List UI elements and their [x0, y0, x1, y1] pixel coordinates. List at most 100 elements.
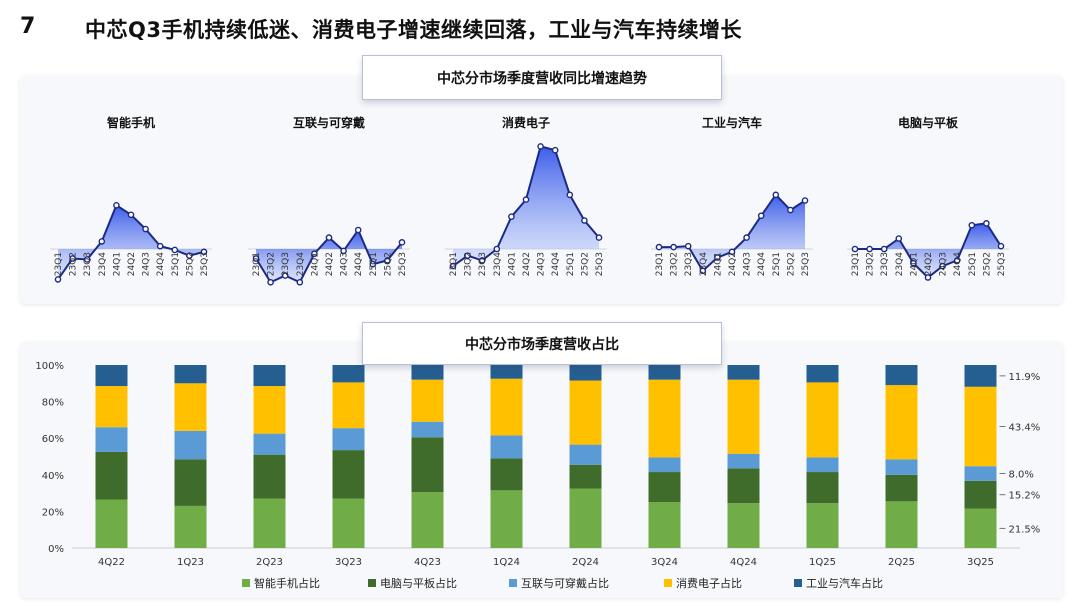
bar-1Q23-s3	[174, 430, 207, 460]
legend-label-4: 消费电子占比	[676, 576, 742, 590]
panel-5-tick-25Q1: 25Q1	[968, 252, 978, 276]
panel-4-point-23Q2	[670, 243, 677, 251]
panel-5-tick-23Q4: 23Q4	[895, 252, 905, 277]
panel-3-tick-23Q3: 23Q3	[478, 252, 488, 276]
bar-2Q25-s5	[885, 365, 918, 386]
panel-3-tick-23Q4: 23Q4	[493, 252, 503, 277]
panel-1-tick-24Q2: 24Q2	[127, 252, 137, 276]
bar-4Q22-s1	[95, 499, 128, 548]
panel-5-point-23Q1	[851, 245, 859, 253]
bar-3Q24-s2	[648, 472, 681, 503]
panel-3-point-23Q3	[478, 257, 486, 264]
panel-4-tick-24Q3: 24Q3	[743, 252, 753, 276]
bar-2Q24-s4	[569, 380, 602, 445]
panel-3-tick-24Q1: 24Q1	[507, 252, 517, 276]
bar-4Q23-s2	[411, 437, 444, 493]
panel-5-area	[855, 223, 1001, 278]
panel-2-point-25Q3	[398, 239, 406, 246]
bar-4Q23-s1	[411, 492, 444, 548]
panel-5-point-23Q3	[880, 245, 888, 253]
bar-3Q25-s4	[964, 386, 997, 467]
legend-label-2: 电脑与平板占比	[380, 576, 457, 590]
bar-3Q23-s5	[332, 365, 365, 383]
panel-5-point-25Q2	[983, 220, 990, 227]
panel-1-tick-25Q1: 25Q1	[171, 252, 181, 276]
panel-5-tick-24Q3: 24Q3	[939, 252, 949, 276]
panel-4-point-24Q3	[743, 234, 750, 241]
panel-1-tick-24Q4: 24Q4	[156, 252, 166, 277]
panel-2-tick-23Q2: 23Q2	[267, 252, 277, 276]
panel-3-tick-25Q1: 25Q1	[566, 252, 576, 276]
panel-2-point-24Q3	[340, 247, 347, 255]
bar-1Q24-s4	[490, 378, 523, 436]
bar-2Q23-s2	[253, 454, 286, 499]
panel-2-tick-25Q2: 25Q2	[383, 252, 393, 276]
panel-5-tick-23Q1: 23Q1	[851, 252, 861, 276]
bar-1Q25-s1	[806, 503, 839, 548]
panel-1-point-23Q1	[54, 276, 62, 283]
x-tick-3Q24: 3Q24	[651, 557, 678, 568]
panel-5-point-23Q4	[895, 235, 903, 242]
panel-4-point-24Q2	[728, 248, 736, 256]
x-tick-3Q25: 3Q25	[967, 557, 994, 568]
panel-4-point-24Q4	[757, 212, 765, 220]
bar-2Q25-s1	[885, 501, 918, 548]
panel-4-tick-25Q3: 25Q3	[801, 252, 811, 276]
bar-4Q24-s2	[727, 468, 760, 504]
bar-3Q25-s5	[964, 365, 997, 387]
bar-3Q25-s2	[964, 480, 997, 509]
legend-label-5: 工业与汽车占比	[806, 576, 883, 590]
bar-4Q22-s5	[95, 365, 128, 387]
panel-4-tick-24Q4: 24Q4	[757, 252, 767, 277]
x-tick-4Q23: 4Q23	[414, 557, 441, 568]
x-tick-2Q25: 2Q25	[888, 557, 915, 568]
x-tick-1Q25: 1Q25	[809, 557, 836, 568]
legend-swatch-2	[368, 579, 376, 587]
panel-2-point-23Q4	[296, 278, 304, 286]
panel-4-area	[659, 194, 805, 271]
panel-1-point-24Q2	[127, 211, 135, 219]
panel-3-point-23Q4	[493, 245, 501, 253]
bar-3Q23-s3	[332, 428, 365, 451]
legend-label-1: 智能手机占比	[254, 576, 320, 590]
x-tick-2Q23: 2Q23	[256, 557, 283, 568]
panel-5-point-24Q3	[939, 262, 946, 270]
bar-1Q25-s2	[806, 472, 839, 504]
panel-5-point-24Q2	[924, 274, 932, 281]
panel-3-point-25Q1	[566, 191, 574, 199]
panel-3-tick-24Q4: 24Q4	[551, 252, 561, 277]
panel-1-point-24Q4	[156, 242, 164, 250]
x-tick-2Q24: 2Q24	[572, 557, 599, 568]
bar-4Q24-s4	[727, 379, 760, 454]
panel-2-tick-24Q2: 24Q2	[325, 252, 335, 276]
bar-3Q23-s1	[332, 498, 365, 548]
bar-1Q25-s3	[806, 457, 839, 473]
bar-1Q25-s4	[806, 382, 839, 458]
annotation-2: 43.4%	[1009, 422, 1041, 433]
panel-4-tick-23Q1: 23Q1	[655, 252, 665, 276]
panel-5-tick-24Q2: 24Q2	[924, 252, 934, 276]
x-tick-1Q24: 1Q24	[493, 557, 520, 568]
panel-3-point-24Q4	[551, 146, 559, 154]
bar-4Q22-s4	[95, 386, 128, 428]
bar-4Q24-s3	[727, 453, 760, 469]
panel-1-point-23Q3	[83, 256, 91, 263]
bar-1Q24-s2	[490, 458, 523, 491]
legend-label-3: 互联与可穿戴占比	[521, 576, 609, 590]
panel-4-point-25Q1	[772, 191, 780, 199]
panel-5-tick-24Q4: 24Q4	[953, 252, 963, 277]
bar-2Q24-s3	[569, 444, 602, 465]
panel-1-tick-24Q3: 24Q3	[142, 252, 152, 276]
bar-1Q23-s1	[174, 505, 207, 548]
bar-4Q24-s1	[727, 503, 760, 548]
panel-1-tick-25Q3: 25Q3	[200, 252, 210, 276]
panel-1-tick-25Q2: 25Q2	[185, 252, 195, 276]
panel-1-tick-23Q1: 23Q1	[54, 252, 64, 276]
bar-4Q23-s3	[411, 421, 444, 438]
panel-4-tick-24Q2: 24Q2	[728, 252, 738, 276]
panel-4-tick-23Q2: 23Q2	[670, 252, 680, 276]
panel-1-tick-24Q1: 24Q1	[112, 252, 122, 276]
panel-5-tick-23Q2: 23Q2	[866, 252, 876, 276]
panel-4-point-24Q1	[714, 254, 721, 261]
panel-2-tick-23Q4: 23Q4	[296, 252, 306, 277]
